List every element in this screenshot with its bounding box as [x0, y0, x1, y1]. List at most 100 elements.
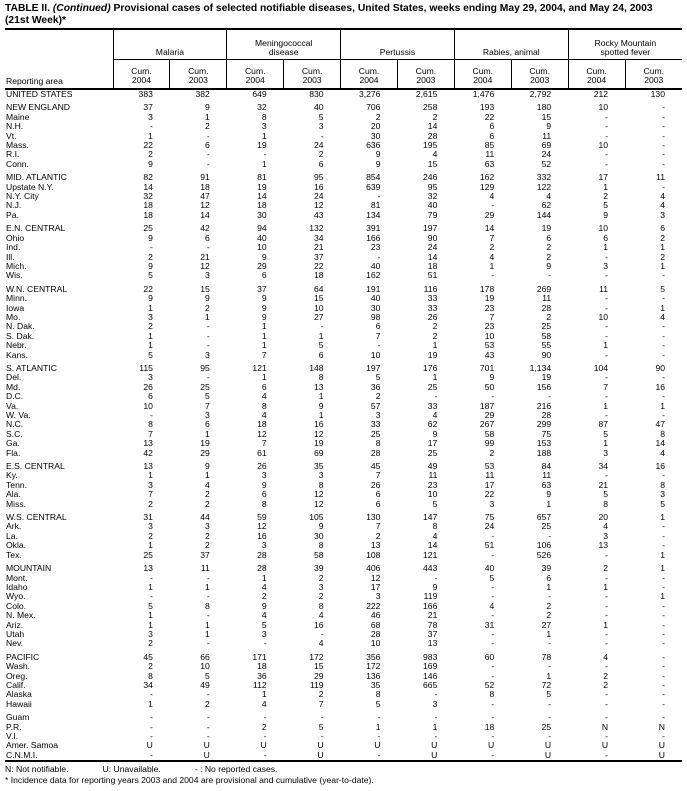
table-row: S. ATLANTIC 115 95 121 148 197 176 701 1,134 104 9…	[5, 364, 682, 373]
value-cell: 269	[536, 284, 552, 294]
value-cell: 40	[427, 201, 438, 211]
row-label: Upstate N.Y.	[6, 182, 54, 192]
value-cell: 14	[655, 439, 665, 449]
value-cell: 9	[261, 601, 267, 611]
value-cell: 854	[366, 173, 381, 183]
value-cell: -	[150, 411, 153, 420]
value-cell: 99	[484, 439, 495, 449]
table-row: Wyo. - - 2 2 3 119 - - - 1	[5, 592, 682, 601]
value-cell: 8	[261, 112, 267, 122]
value-cell: 212	[593, 89, 609, 99]
value-cell: 162	[366, 271, 381, 281]
value-cell: 9	[261, 294, 267, 304]
value-cell: 7	[375, 471, 381, 481]
value-cell: 7	[148, 490, 153, 500]
value-cell: 9	[375, 159, 381, 169]
value-cell: 115	[139, 363, 153, 373]
row-label: Kans.	[6, 350, 28, 360]
value-cell: 6	[261, 382, 267, 392]
table-row: Ohio 9 6 40 34 166 90 7 6 6 2	[5, 234, 682, 243]
row-label: Wash.	[6, 662, 31, 672]
value-cell: 16	[314, 182, 324, 192]
value-cell: 153	[536, 439, 552, 449]
value-cell: 36	[370, 382, 381, 392]
value-cell: 7	[375, 522, 381, 532]
value-cell: 15	[314, 294, 324, 304]
value-cell: 52	[484, 680, 495, 690]
value-cell: U	[317, 741, 324, 751]
row-label: Fla.	[6, 448, 21, 458]
value-cell: 16	[314, 620, 324, 630]
value-cell: -	[662, 713, 665, 723]
value-cell: 3	[660, 490, 665, 500]
column-subheader: Cum. 2003	[510, 59, 569, 90]
row-label: Ind.	[6, 243, 21, 253]
value-cell: 1	[148, 331, 153, 341]
value-cell: 10	[257, 243, 267, 253]
value-cell: -	[491, 201, 495, 211]
value-cell: 29	[257, 261, 267, 271]
value-cell: 69	[314, 448, 324, 458]
value-cell: 57	[370, 401, 381, 411]
value-cell: 2	[318, 592, 324, 602]
value-cell: -	[150, 122, 153, 132]
value-cell: 830	[309, 89, 324, 99]
value-cell: 26	[143, 382, 153, 392]
table-row: R.I. 2 - - 2 9 4 11 24 - -	[5, 150, 682, 159]
value-cell: 23	[484, 303, 495, 313]
value-cell: U	[488, 741, 495, 751]
value-cell: 5	[148, 350, 153, 360]
table-row: MID. ATLANTIC 82 91 81 95 854 246 162 332 17 11	[5, 173, 682, 182]
value-cell: 6	[318, 350, 324, 360]
value-cell: 8	[660, 429, 665, 439]
row-label: La.	[6, 531, 18, 541]
reporting-area-header: Reporting area	[5, 30, 113, 90]
value-cell: 25	[541, 322, 552, 332]
table-row: S. Dak. 1 - 1 1 7 2 10 58 - -	[5, 332, 682, 341]
value-cell: 10	[314, 303, 324, 313]
value-cell: 1	[261, 690, 267, 700]
value-cell: -	[605, 159, 609, 169]
value-cell: 6	[546, 233, 552, 243]
value-cell: 18	[257, 662, 267, 672]
value-cell: 53	[484, 341, 495, 351]
value-cell: 7	[318, 699, 324, 709]
value-cell: -	[548, 639, 552, 649]
row-label: Mich.	[6, 261, 27, 271]
value-cell: -	[605, 713, 609, 723]
value-cell: -	[206, 611, 210, 621]
value-cell: 29	[484, 411, 495, 420]
value-cell: 16	[655, 382, 665, 392]
value-cell: 9	[318, 401, 324, 411]
value-cell: 24	[427, 243, 438, 253]
value-cell: 44	[200, 513, 210, 523]
value-cell: -	[662, 680, 665, 690]
value-cell: 166	[423, 601, 438, 611]
value-cell: 6	[205, 233, 210, 243]
table-row: Kans. 5 3 7 6 10 19 43 90 - -	[5, 351, 682, 360]
value-cell: 4	[261, 411, 267, 420]
value-cell: 19	[257, 141, 267, 151]
value-cell: 16	[655, 462, 665, 472]
table-row: N.C. 8 6 18 16 33 62 267 299 87 47	[5, 420, 682, 429]
row-label: S. Dak.	[6, 331, 35, 341]
value-cell: -	[491, 750, 495, 760]
value-cell: -	[662, 341, 665, 351]
value-cell: 13	[314, 382, 324, 392]
value-cell: 28	[370, 448, 381, 458]
value-cell: 104	[593, 363, 609, 373]
value-cell: -	[377, 750, 381, 760]
value-cell: 1	[261, 373, 267, 383]
value-cell: -	[605, 471, 609, 481]
table-row: N. Dak. 2 - 1 - 6 2 23 25 - -	[5, 322, 682, 331]
value-cell: 69	[541, 141, 552, 151]
value-cell: -	[605, 122, 609, 132]
value-cell: -	[206, 243, 210, 253]
column-group-header: Meningococcal disease	[226, 30, 341, 60]
value-cell: 1	[375, 722, 381, 732]
value-cell: 6	[148, 392, 153, 402]
value-cell: -	[662, 122, 665, 132]
value-cell: 178	[479, 284, 495, 294]
value-cell: -	[662, 271, 665, 281]
value-cell: 82	[143, 173, 153, 183]
